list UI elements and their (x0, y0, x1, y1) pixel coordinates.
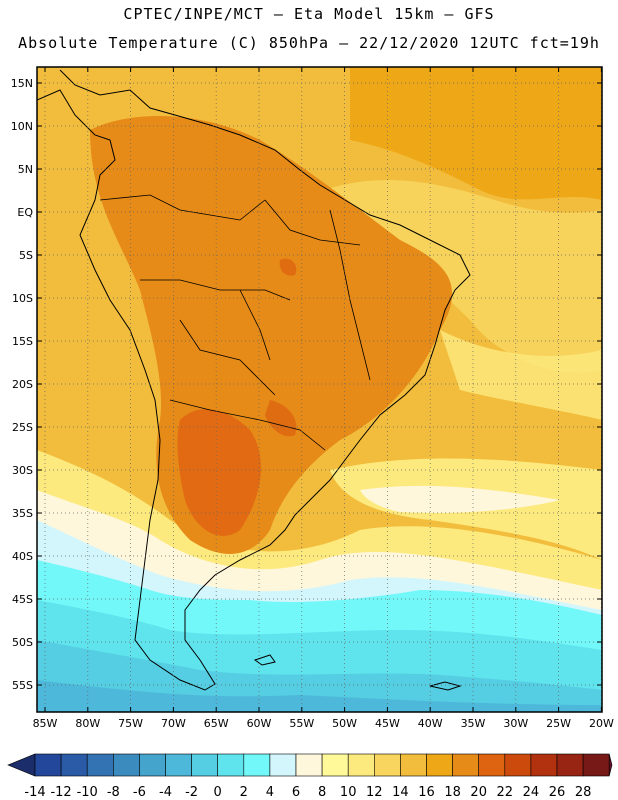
colorbar-segment (478, 753, 506, 777)
lat-label: 15N (11, 77, 33, 90)
map-frame (36, 66, 603, 713)
colorbar-segment (426, 753, 453, 777)
colorbar-label: 8 (318, 785, 326, 800)
lon-label: 40W (418, 717, 443, 730)
lon-label: 65W (204, 717, 229, 730)
lat-label: 20S (12, 378, 33, 391)
lon-label: 50W (332, 717, 357, 730)
longitude-labels: 85W 80W 75W 70W 65W 60W 55W 50W 45W 40W 35W 30W 25W 2… (33, 717, 614, 730)
lat-label: 25S (12, 421, 33, 434)
lat-label: 45S (12, 593, 33, 606)
lon-label: 60W (247, 717, 272, 730)
lon-label: 85W (33, 717, 58, 730)
colorbar-segment (321, 753, 349, 777)
colorbar-label: -6 (133, 785, 146, 800)
colorbar-segment (530, 753, 558, 777)
title-line-2: Absolute Temperature (C) 850hPa – 22/12/… (18, 34, 600, 52)
lon-label: 55W (289, 717, 314, 730)
colorbar-label: -4 (159, 785, 172, 800)
colorbar-label: 24 (523, 785, 540, 800)
latitude-labels: 15N 10N 5N EQ 5S 10S 15S 20S 25S 30S 35S 40S 45S 50S 5… (11, 77, 34, 692)
lat-label: EQ (17, 206, 33, 219)
colorbar-segment (191, 753, 219, 777)
colorbar-segment (86, 753, 114, 777)
lon-label: 30W (503, 717, 528, 730)
colorbar: -14 -12 -10 -8 -6 -4 -2 0 2 4 6 8 10 12 14 16 18 20 22 24 26… (7, 753, 613, 800)
colorbar-segment (165, 753, 192, 777)
colorbar-segment (243, 753, 271, 777)
colorbar-segment (504, 753, 532, 777)
colorbar-label: 10 (340, 785, 357, 800)
colorbar-label: 22 (497, 785, 514, 800)
colorbar-segment (582, 753, 610, 777)
colorbar-segment (34, 753, 62, 777)
colorbar-label: 14 (392, 785, 409, 800)
lon-label: 20W (589, 717, 614, 730)
colorbar-segment (347, 753, 375, 777)
colorbar-under-arrow (7, 753, 36, 777)
colorbar-label: 6 (292, 785, 300, 800)
lat-label: 40S (12, 550, 33, 563)
colorbar-segment (556, 753, 584, 777)
colorbar-segment (373, 753, 401, 777)
colorbar-segment (217, 753, 245, 777)
colorbar-label: -14 (24, 785, 45, 800)
colorbar-segment (60, 753, 88, 777)
lon-label: 45W (375, 717, 400, 730)
lat-label: 5N (18, 163, 33, 176)
colorbar-label: 4 (266, 785, 274, 800)
colorbar-label: 2 (240, 785, 248, 800)
colorbar-segment (139, 753, 166, 777)
lat-label: 15S (12, 335, 33, 348)
colorbar-label: -10 (77, 785, 98, 800)
lat-label: 10S (12, 292, 33, 305)
colorbar-label: 26 (549, 785, 566, 800)
colorbar-segment (295, 753, 323, 777)
lat-label: 55S (12, 679, 33, 692)
lon-label: 80W (75, 717, 100, 730)
colorbar-label: 16 (418, 785, 435, 800)
colorbar-over-arrow (608, 753, 613, 777)
country-borders (99, 194, 371, 451)
title-line-1: CPTEC/INPE/MCT – Eta Model 15km – GFS (123, 5, 495, 23)
axis-ticks (37, 67, 602, 712)
colorbar-label: 0 (214, 785, 222, 800)
colorbar-label: 20 (470, 785, 487, 800)
colorbar-label: 12 (366, 785, 383, 800)
colorbar-segment (400, 753, 427, 777)
lon-label: 35W (461, 717, 486, 730)
lon-label: 25W (546, 717, 571, 730)
lat-label: 35S (12, 507, 33, 520)
colorbar-label: -2 (185, 785, 198, 800)
colorbar-label: -8 (107, 785, 120, 800)
colorbar-segment (269, 753, 297, 777)
lat-label: 10N (11, 120, 33, 133)
colorbar-label: 28 (575, 785, 592, 800)
lat-label: 5S (19, 249, 33, 262)
lat-label: 50S (12, 636, 33, 649)
colorbar-label: -12 (50, 785, 71, 800)
colorbar-segment (113, 753, 140, 777)
colorbar-label: 18 (444, 785, 461, 800)
lat-label: 30S (12, 464, 33, 477)
lon-label: 75W (118, 717, 143, 730)
colorbar-segment (452, 753, 480, 777)
coastline (37, 69, 471, 691)
temperature-field (37, 67, 602, 712)
lon-label: 70W (161, 717, 186, 730)
